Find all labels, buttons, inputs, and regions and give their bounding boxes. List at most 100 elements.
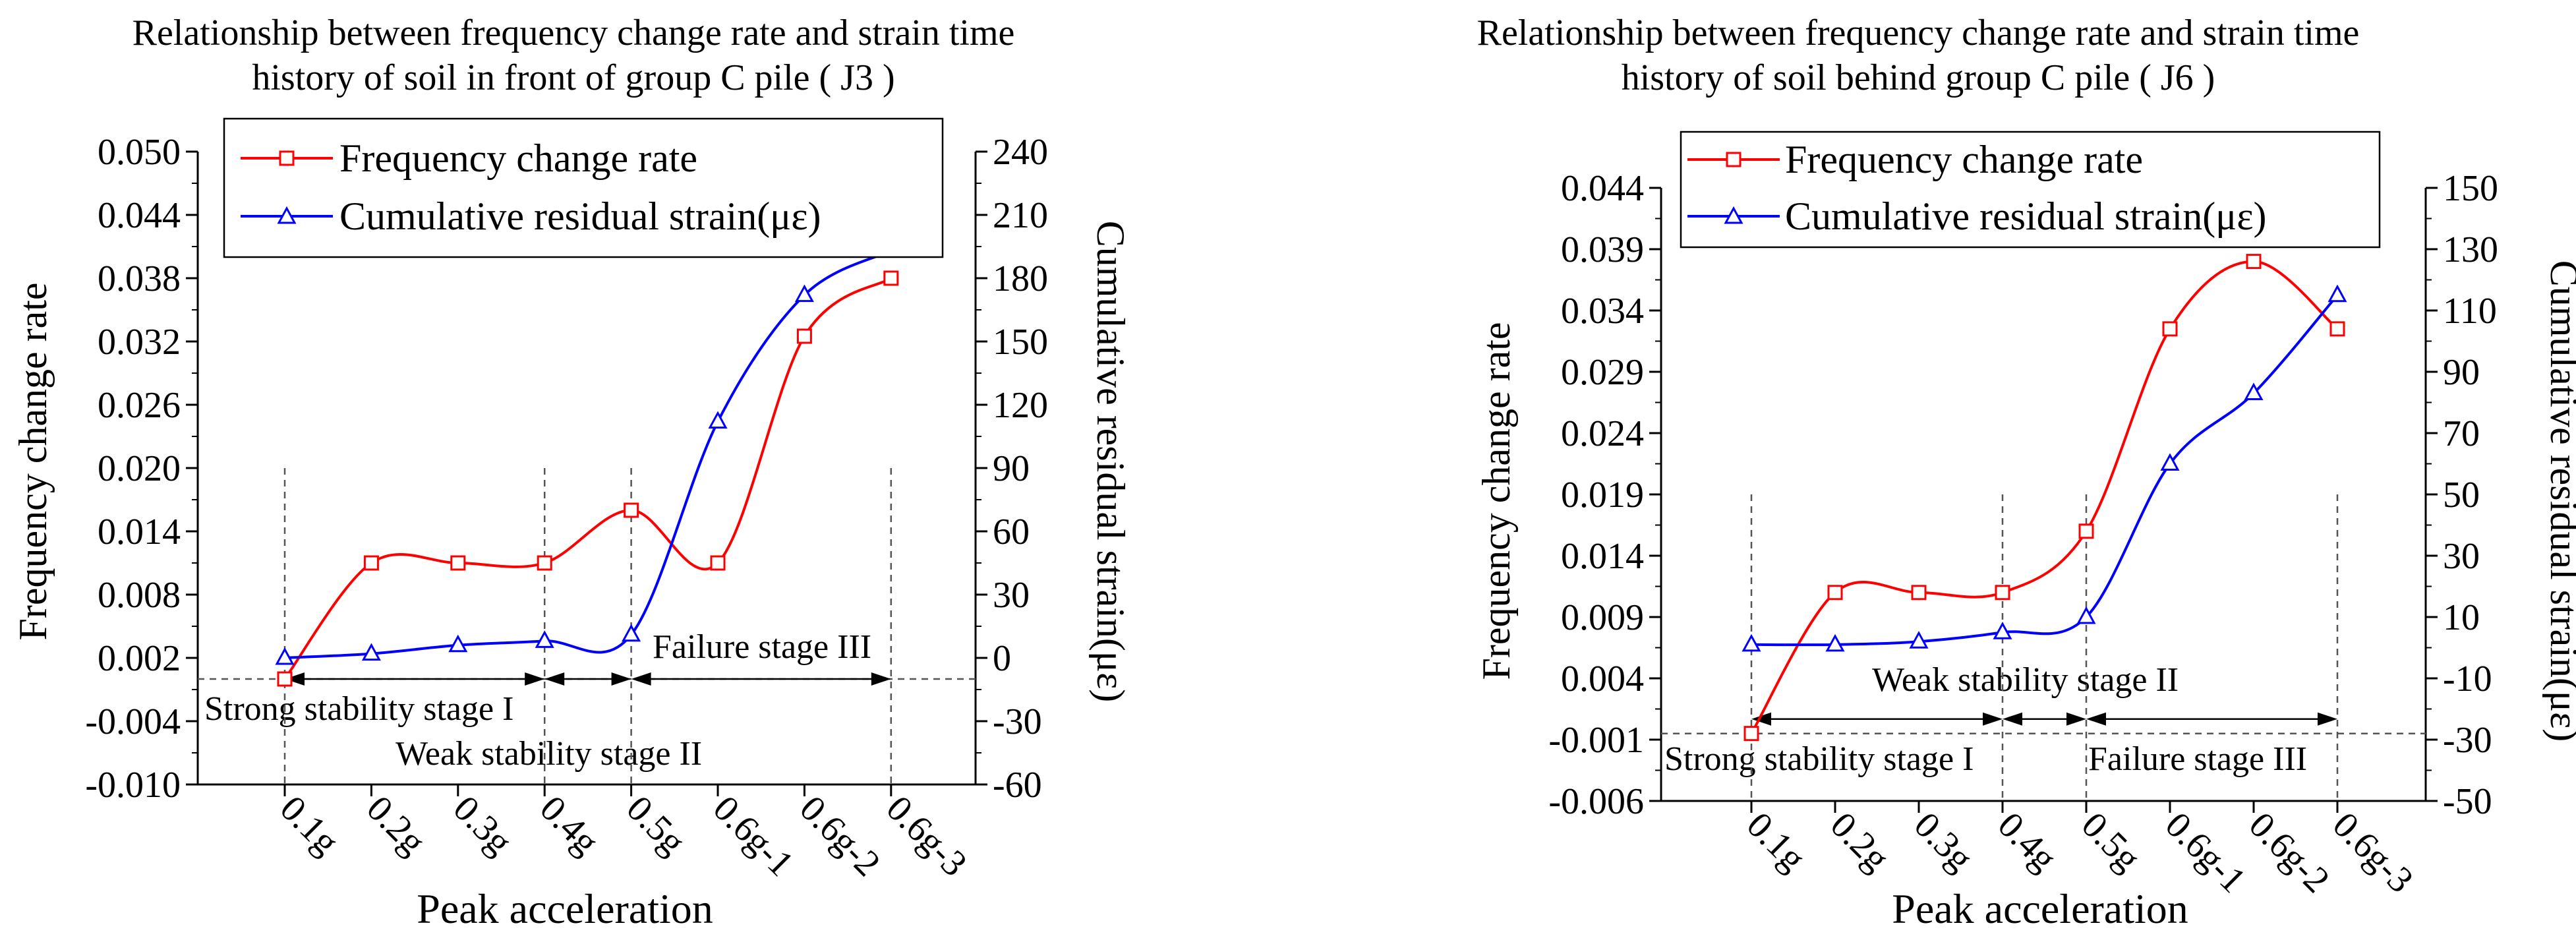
legend-strain-marker bbox=[277, 206, 297, 224]
frequency-change-rate-point bbox=[1827, 585, 1843, 601]
y-tick-label: -0.006 bbox=[1548, 781, 1644, 822]
legend-strain-label: Cumulative residual strain(με) bbox=[1785, 194, 2267, 238]
y-tick-label: 0.019 bbox=[1561, 475, 1644, 516]
x-tick-label: 0.6g-2 bbox=[2241, 804, 2337, 900]
y2-tick-label: 30 bbox=[2443, 536, 2480, 577]
cumulative-residual-strain-point bbox=[1825, 634, 1845, 652]
y-tick-label: 0.024 bbox=[1561, 413, 1644, 454]
y-axis-label: Frequency change rate bbox=[1475, 322, 1518, 680]
annotation-stage-1: Strong stability stage I bbox=[204, 690, 513, 728]
y2-tick-label: 110 bbox=[2443, 291, 2497, 332]
x-tick-label: 0.4g bbox=[532, 788, 606, 862]
chart-j6: Relationship between frequency change ra… bbox=[1475, 13, 2576, 932]
frequency-change-rate-point bbox=[363, 555, 379, 571]
frequency-change-rate-point bbox=[796, 328, 812, 344]
x-tick-label: 0.6g-2 bbox=[792, 788, 888, 884]
frequency-change-rate-point bbox=[2162, 321, 2178, 337]
y-tick-label: 0.050 bbox=[98, 132, 181, 173]
y2-axis-label: Cumulative residual strain(με) bbox=[1089, 221, 1132, 703]
chart-title-line-1: Relationship between frequency change ra… bbox=[1477, 13, 2360, 53]
legend-strain-marker bbox=[1724, 206, 1743, 224]
y2-tick-label: 150 bbox=[2443, 168, 2498, 209]
chart-title-line-1: Relationship between frequency change ra… bbox=[132, 13, 1015, 53]
legend: Frequency change rate Cumulative residua… bbox=[223, 117, 944, 258]
y-tick-label: -0.001 bbox=[1548, 720, 1644, 761]
cumulative-residual-strain-point bbox=[535, 630, 554, 648]
frequency-change-rate-point bbox=[1743, 726, 1759, 742]
x-tick-label: 0.2g bbox=[1823, 804, 1897, 879]
y2-tick-label: -30 bbox=[2443, 720, 2492, 761]
y2-tick-label: 180 bbox=[993, 258, 1048, 299]
y-tick-label: -0.010 bbox=[85, 765, 181, 806]
x-tick-label: 0.5g bbox=[2074, 804, 2148, 879]
annotation-stage-3: Failure stage III bbox=[2088, 740, 2307, 778]
annotation-stage-3: Failure stage III bbox=[653, 628, 871, 666]
frequency-change-rate-point bbox=[1911, 585, 1927, 601]
stage-arrow-head bbox=[544, 672, 565, 686]
stage-arrow-head bbox=[285, 672, 305, 686]
annotation-stage-2: Weak stability stage II bbox=[1872, 661, 2179, 699]
stage-arrow-head bbox=[2318, 712, 2337, 726]
x-tick-label: 0.2g bbox=[359, 788, 433, 862]
cumulative-residual-strain-point bbox=[794, 284, 814, 303]
cumulative-residual-strain-point bbox=[275, 647, 295, 665]
y-tick-label: 0.026 bbox=[98, 385, 181, 426]
frequency-change-rate-point bbox=[450, 555, 466, 571]
cumulative-residual-strain-line bbox=[284, 249, 892, 659]
y-tick-label: 0.039 bbox=[1561, 229, 1644, 270]
x-tick-label: 0.1g bbox=[1739, 804, 1813, 879]
y-tick-label: 0.014 bbox=[1561, 536, 1644, 577]
y2-tick-label: 210 bbox=[993, 195, 1048, 236]
cumulative-residual-strain-point bbox=[2076, 606, 2096, 624]
cumulative-residual-strain-point bbox=[1909, 631, 1929, 649]
y2-tick-label: 70 bbox=[2443, 413, 2480, 454]
cumulative-residual-strain-point bbox=[622, 624, 641, 642]
legend-box bbox=[223, 117, 944, 258]
stage-arrow-head bbox=[631, 672, 651, 686]
legend-strain-label: Cumulative residual strain(με) bbox=[339, 194, 821, 238]
annotation-stage-2: Weak stability stage II bbox=[395, 735, 702, 773]
legend-box bbox=[1680, 131, 2381, 249]
x-tick-label: 0.5g bbox=[618, 788, 693, 862]
y-tick-label: 0.029 bbox=[1561, 352, 1644, 393]
y-tick-label: 0.014 bbox=[98, 512, 181, 552]
annotation-stage-1: Strong stability stage I bbox=[1664, 740, 1974, 778]
chart-title-line-2: history of soil in front of group C pile… bbox=[252, 57, 894, 98]
chart-j3: Relationship between frequency change ra… bbox=[11, 13, 1132, 932]
x-tick-label: 0.6g-3 bbox=[2325, 804, 2421, 900]
stage-arrow-head bbox=[2003, 712, 2022, 726]
x-tick-label: 0.6g-1 bbox=[705, 788, 802, 884]
cumulative-residual-strain-point bbox=[448, 634, 468, 653]
y-tick-label: 0.044 bbox=[98, 195, 181, 236]
y-axis-label: Frequency change rate bbox=[11, 282, 55, 640]
cumulative-residual-strain-point bbox=[708, 411, 728, 429]
x-tick-label: 0.3g bbox=[446, 788, 520, 862]
y2-tick-label: 30 bbox=[993, 575, 1030, 616]
cumulative-residual-strain-point bbox=[1993, 622, 2012, 639]
y-tick-label: 0.038 bbox=[98, 258, 181, 299]
y2-tick-label: -30 bbox=[993, 701, 1042, 742]
frequency-change-rate-point bbox=[2246, 254, 2262, 270]
legend-frequency-label: Frequency change rate bbox=[1785, 138, 2143, 181]
legend-frequency-label: Frequency change rate bbox=[339, 136, 697, 180]
y2-tick-label: 0 bbox=[993, 638, 1011, 679]
stage-arrow-head bbox=[1751, 712, 1771, 726]
y-tick-label: 0.034 bbox=[1561, 291, 1644, 332]
x-axis-label: Peak acceleration bbox=[417, 885, 713, 932]
frequency-change-rate-point bbox=[277, 671, 293, 687]
y2-tick-label: 10 bbox=[2443, 597, 2480, 638]
y-tick-label: 0.020 bbox=[98, 448, 181, 489]
y-tick-label: 0.004 bbox=[1561, 659, 1644, 699]
cumulative-residual-strain-point bbox=[2160, 453, 2180, 471]
y2-tick-label: -60 bbox=[993, 765, 1042, 806]
y-tick-label: -0.004 bbox=[85, 701, 181, 742]
frequency-change-rate-point bbox=[710, 555, 726, 571]
stage-arrow-head bbox=[611, 672, 631, 686]
y-tick-label: 0.008 bbox=[98, 575, 181, 616]
frequency-change-rate-point bbox=[883, 270, 899, 286]
cumulative-residual-strain-point bbox=[2327, 284, 2347, 303]
legend-frequency-marker bbox=[1726, 152, 1742, 167]
y2-tick-label: 60 bbox=[993, 512, 1030, 552]
y2-tick-label: 130 bbox=[2443, 229, 2498, 270]
